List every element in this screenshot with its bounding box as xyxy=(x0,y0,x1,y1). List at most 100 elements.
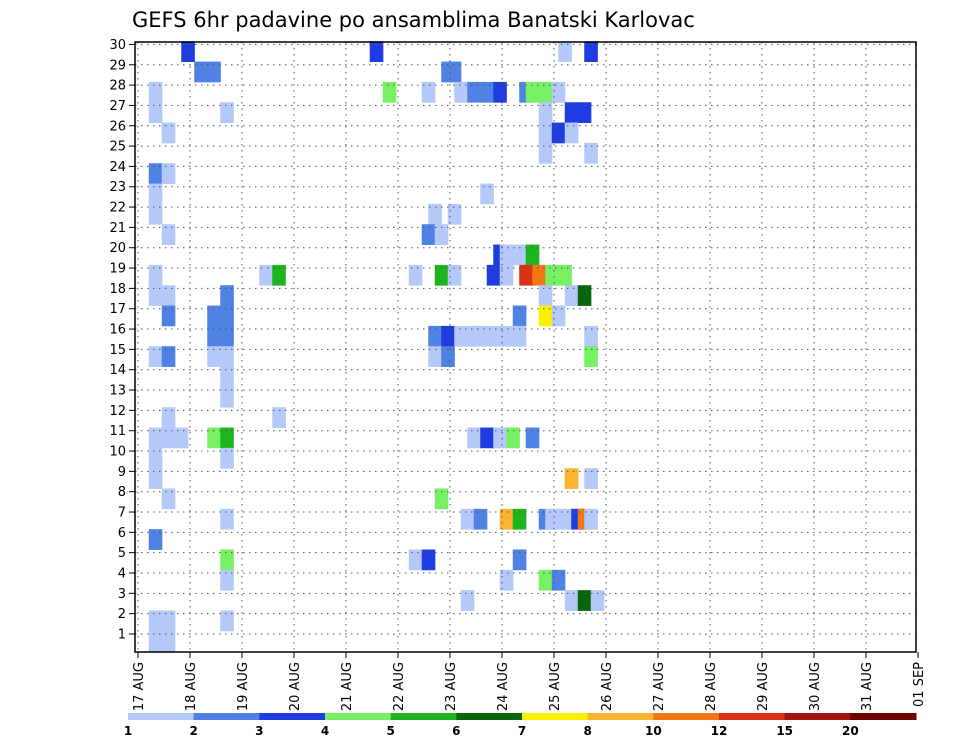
legend-label: 5 xyxy=(386,724,394,738)
heatmap-cell xyxy=(408,549,423,571)
y-tick-label: 12 xyxy=(109,404,126,419)
heatmap-cell xyxy=(473,508,488,530)
legend-swatch xyxy=(719,713,786,720)
heatmap-cell xyxy=(161,427,176,449)
heatmap-cell xyxy=(272,264,286,286)
heatmap-cell xyxy=(584,41,598,62)
legend-label: 10 xyxy=(645,724,662,738)
heatmap-cell xyxy=(148,630,163,652)
legend-swatch xyxy=(390,713,457,720)
heatmap-cell xyxy=(480,427,494,449)
legend-swatch xyxy=(587,713,654,720)
heatmap-cell xyxy=(499,325,514,347)
heatmap-cell xyxy=(538,102,553,123)
heatmap-cell xyxy=(148,427,163,449)
heatmap-cell xyxy=(148,203,163,225)
heatmap-cell xyxy=(207,346,221,367)
heatmap-cell xyxy=(207,305,221,327)
heatmap-cell xyxy=(577,285,592,306)
heatmap-cell xyxy=(441,325,455,347)
heatmap-cell xyxy=(564,468,579,489)
heatmap-cell xyxy=(408,264,423,286)
heatmap-cell xyxy=(148,264,163,286)
y-tick-label: 9 xyxy=(118,465,126,480)
y-tick-label: 16 xyxy=(109,323,126,338)
y-tick-label: 5 xyxy=(118,546,126,561)
heatmap-cell xyxy=(551,81,566,103)
heatmap-cell xyxy=(161,224,176,245)
heatmap-cell xyxy=(525,244,540,266)
legend-swatch xyxy=(456,713,523,720)
heatmap-cell xyxy=(480,183,494,205)
heatmap-cell xyxy=(161,305,176,327)
heatmap-cell xyxy=(207,325,221,347)
heatmap-cell xyxy=(564,122,579,144)
y-tick-label: 21 xyxy=(109,221,126,236)
x-tick-label: 01 SEP xyxy=(912,662,927,707)
legend-label: 6 xyxy=(452,724,460,738)
x-tick-label: 18 AUG xyxy=(184,662,199,711)
heatmap-cell xyxy=(525,81,540,103)
heatmap-cell xyxy=(558,264,572,286)
heatmap-cell xyxy=(499,264,514,286)
x-tick-label: 28 AUG xyxy=(704,662,719,711)
y-tick-label: 1 xyxy=(118,628,126,643)
heatmap-cell xyxy=(499,508,514,530)
heatmap-cell xyxy=(220,366,234,388)
y-tick-label: 23 xyxy=(109,180,126,195)
heatmap-cell xyxy=(551,569,566,591)
legend-label: 12 xyxy=(711,724,728,738)
x-tick-label: 21 AUG xyxy=(340,662,355,711)
x-tick-label: 27 AUG xyxy=(652,662,667,711)
heatmap-cell xyxy=(428,346,442,367)
heatmap-cell xyxy=(551,122,566,144)
heatmap-cell xyxy=(421,224,436,245)
heatmap-cell xyxy=(447,61,462,83)
heatmap-cell xyxy=(382,81,397,103)
heatmap-cell xyxy=(538,569,553,591)
y-tick-label: 13 xyxy=(109,384,126,399)
heatmap-cell xyxy=(220,508,234,530)
x-tick-label: 30 AUG xyxy=(808,662,823,711)
legend-label: 4 xyxy=(321,724,329,738)
heatmap-cell xyxy=(545,264,559,286)
y-tick-label: 2 xyxy=(118,607,126,622)
heatmap-cell xyxy=(434,488,449,510)
heatmap-cell xyxy=(480,81,494,103)
color-legend: 1 2 3 4 5 6 7 8 10 12 15 20 xyxy=(124,713,917,738)
heatmap-cells xyxy=(148,41,605,652)
x-tick-label: 24 AUG xyxy=(496,662,511,711)
heatmap-cell xyxy=(584,508,598,530)
y-tick-label: 6 xyxy=(118,526,126,541)
heatmap-cell xyxy=(207,61,221,83)
heatmap-cell xyxy=(207,427,221,449)
heatmap-cell xyxy=(428,203,442,225)
heatmap-cell xyxy=(512,244,527,266)
heatmap-cell xyxy=(564,285,579,306)
y-tick-label: 14 xyxy=(109,363,126,378)
heatmap-cell xyxy=(181,41,195,62)
heatmap-cell xyxy=(421,549,436,571)
heatmap-cell xyxy=(584,325,598,347)
heatmap-cell xyxy=(421,81,436,103)
heatmap-cell xyxy=(577,590,592,611)
heatmap-cell xyxy=(220,549,234,571)
x-tick-label: 31 AUG xyxy=(860,662,875,711)
y-tick-label: 29 xyxy=(109,58,126,73)
heatmap-cell xyxy=(460,508,475,530)
heatmap-cell xyxy=(148,102,163,123)
heatmap-cell xyxy=(434,224,449,245)
y-tick-label: 26 xyxy=(109,119,126,134)
heatmap-cell xyxy=(259,264,273,286)
heatmap-cell xyxy=(148,163,163,184)
heatmap-cell xyxy=(486,325,501,347)
heatmap-cell xyxy=(454,81,468,103)
y-axis-ticks: 1234567891011121314151617181920212223242… xyxy=(109,38,135,643)
heatmap-cell xyxy=(161,285,176,306)
x-tick-label: 26 AUG xyxy=(600,662,615,711)
heatmap-cell xyxy=(148,183,163,205)
heatmap-cell xyxy=(447,203,462,225)
heatmap-cell xyxy=(148,346,163,367)
heatmap-cell xyxy=(473,325,488,347)
